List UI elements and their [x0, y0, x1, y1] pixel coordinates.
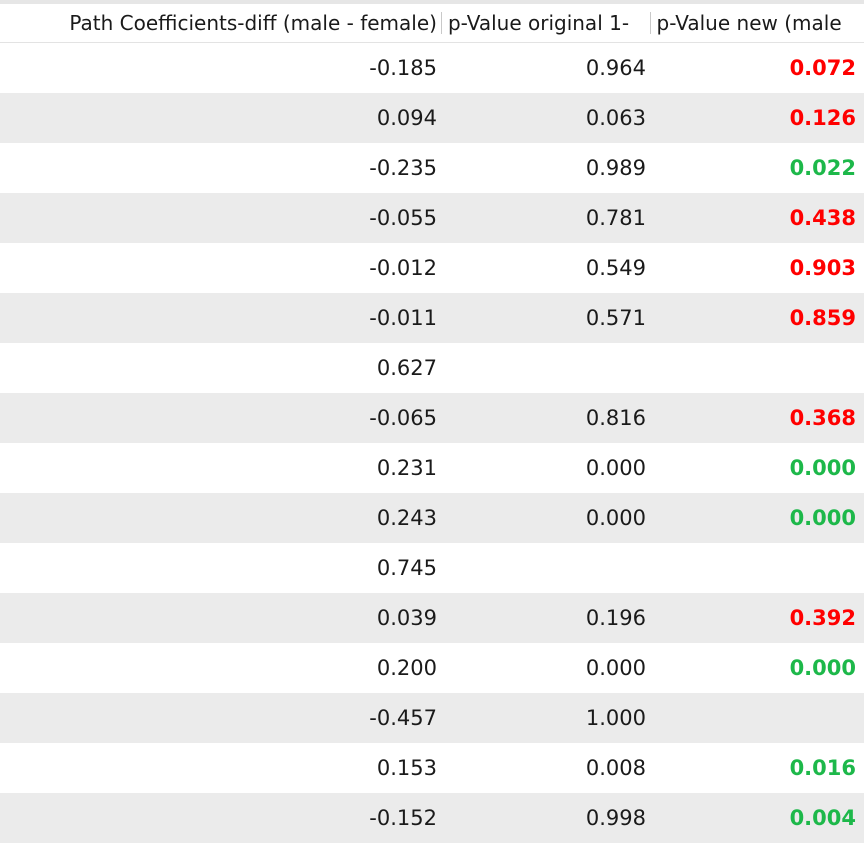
cell-p-value-new: 0.016 [789, 756, 856, 780]
cell-path-coefficient-diff: -0.235 [369, 156, 437, 180]
table-row[interactable]: 0.039 0.196 0.392 [0, 593, 864, 643]
table-row[interactable]: -0.012 0.549 0.903 [0, 243, 864, 293]
table-row[interactable]: -0.011 0.571 0.859 [0, 293, 864, 343]
cell-p-value-new: 0.022 [789, 156, 856, 180]
table-row[interactable]: 0.200 0.000 0.000 [0, 643, 864, 693]
cell-path-coefficient-diff: 0.243 [376, 506, 437, 530]
column-header-path-coefficients-diff[interactable]: Path Coefficients-diff (male - female) [0, 4, 441, 42]
cell-p-value-original: 0.549 [585, 256, 646, 280]
table-row[interactable]: 0.627 [0, 343, 864, 393]
cell-p-value-original: 0.196 [585, 606, 646, 630]
cell-p-value-original: 0.008 [585, 756, 646, 780]
cell-p-value-original: 0.781 [585, 206, 646, 230]
table-row[interactable]: -0.457 1.000 [0, 693, 864, 743]
table-row[interactable]: -0.055 0.781 0.438 [0, 193, 864, 243]
column-header-label: Path Coefficients-diff (male - female) [69, 11, 437, 35]
cell-p-value-original: 1.000 [585, 706, 646, 730]
table-row[interactable]: 0.231 0.000 0.000 [0, 443, 864, 493]
cell-path-coefficient-diff: -0.012 [369, 256, 437, 280]
cell-path-coefficient-diff: 0.231 [376, 456, 437, 480]
cell-p-value-new: 0.000 [789, 456, 856, 480]
cell-path-coefficient-diff: -0.457 [369, 706, 437, 730]
cell-p-value-original: 0.000 [585, 506, 646, 530]
column-header-label: p-Value new (male [656, 11, 842, 35]
cell-path-coefficient-diff: 0.200 [376, 656, 437, 680]
cell-path-coefficient-diff: 0.039 [376, 606, 437, 630]
cell-p-value-original: 0.998 [585, 806, 646, 830]
column-header-p-value-new[interactable]: p-Value new (male [651, 4, 864, 42]
cell-p-value-new: 0.004 [789, 806, 856, 830]
table-row[interactable]: 0.243 0.000 0.000 [0, 493, 864, 543]
cell-path-coefficient-diff: 0.745 [376, 556, 437, 580]
cell-p-value-new: 0.859 [789, 306, 856, 330]
cell-p-value-original: 0.000 [585, 656, 646, 680]
cell-path-coefficient-diff: 0.627 [376, 356, 437, 380]
cell-p-value-new: 0.903 [789, 256, 856, 280]
table-row[interactable]: -0.152 0.998 0.004 [0, 793, 864, 843]
cell-p-value-original: 0.816 [585, 406, 646, 430]
cell-path-coefficient-diff: -0.065 [369, 406, 437, 430]
cell-p-value-new: 0.072 [789, 56, 856, 80]
column-header-label: p-Value original 1- [447, 11, 630, 35]
cell-p-value-new: 0.126 [789, 106, 856, 130]
cell-p-value-original: 0.063 [585, 106, 646, 130]
results-table: Path Coefficients-diff (male - female) p… [0, 4, 864, 843]
table-row[interactable]: -0.185 0.964 0.072 [0, 43, 864, 93]
table-header: Path Coefficients-diff (male - female) p… [0, 4, 864, 43]
cell-p-value-new: 0.438 [789, 206, 856, 230]
cell-path-coefficient-diff: 0.094 [376, 106, 437, 130]
top-strip [0, 0, 864, 4]
cell-path-coefficient-diff: -0.055 [369, 206, 437, 230]
cell-p-value-original: 0.964 [585, 56, 646, 80]
table-row[interactable]: 0.745 [0, 543, 864, 593]
table-row[interactable]: 0.153 0.008 0.016 [0, 743, 864, 793]
cell-p-value-new: 0.392 [789, 606, 856, 630]
cell-path-coefficient-diff: -0.011 [369, 306, 437, 330]
cell-p-value-new: 0.368 [789, 406, 856, 430]
column-divider[interactable] [440, 12, 442, 34]
cell-path-coefficient-diff: -0.185 [369, 56, 437, 80]
table-row[interactable]: 0.094 0.063 0.126 [0, 93, 864, 143]
cell-path-coefficient-diff: -0.152 [369, 806, 437, 830]
cell-p-value-new: 0.000 [789, 656, 856, 680]
table-body: -0.185 0.964 0.072 0.094 0.063 0.126 -0.235 0.9… [0, 43, 864, 843]
cell-p-value-original: 0.989 [585, 156, 646, 180]
column-divider[interactable] [649, 12, 651, 34]
column-header-p-value-original[interactable]: p-Value original 1- [442, 4, 650, 42]
cell-p-value-original: 0.000 [585, 456, 646, 480]
cell-p-value-original: 0.571 [585, 306, 646, 330]
cell-path-coefficient-diff: 0.153 [376, 756, 437, 780]
table-row[interactable]: -0.235 0.989 0.022 [0, 143, 864, 193]
cell-p-value-new: 0.000 [789, 506, 856, 530]
table-row[interactable]: -0.065 0.816 0.368 [0, 393, 864, 443]
